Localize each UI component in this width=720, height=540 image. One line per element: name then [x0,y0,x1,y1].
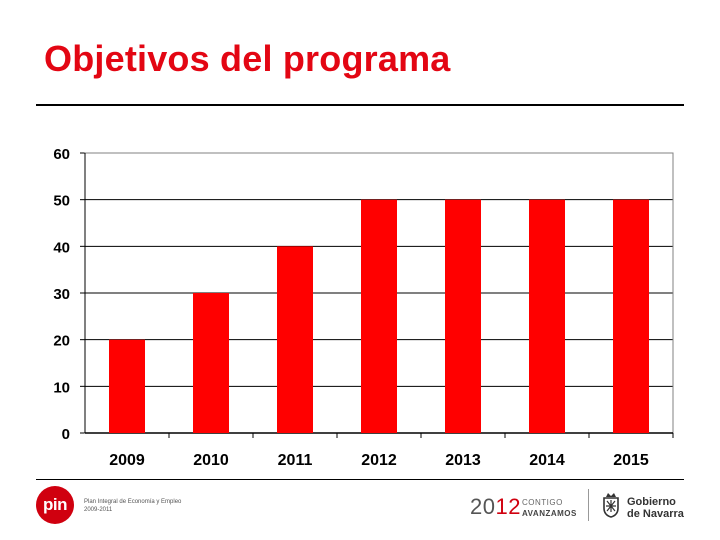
y-tick-label: 60 [53,146,70,163]
x-tick-label: 2015 [613,452,649,469]
government-name: Gobierno de Navarra [627,496,684,520]
title-divider [36,104,684,106]
page-title: Objetivos del programa [44,38,451,79]
x-tick-label: 2010 [193,452,229,469]
x-tick-label: 2009 [109,452,145,469]
slogan-line2: AVANZAMOS [522,509,577,518]
pin-tagline-line1: Plan Integral de Economía y Empleo [84,499,182,505]
logo-divider [588,489,589,521]
year-logo: 2012 [470,494,521,520]
year-prefix: 20 [470,494,496,519]
pin-tagline-line2: 2009-2011 [84,507,113,513]
y-tick-label: 50 [53,193,70,210]
y-tick-label: 0 [62,426,70,443]
bar [277,246,313,433]
government-branding: 2012 CONTIGO AVANZAMOS Gobierno de Navar… [470,486,690,530]
x-tick-label: 2013 [445,452,481,469]
gov-line2: de Navarra [627,508,684,520]
bar [361,199,397,433]
y-tick-label: 10 [53,379,70,396]
y-tick-label: 40 [53,239,70,256]
pin-tagline: Plan Integral de Economía y Empleo 2009-… [84,498,234,514]
bar [445,199,481,433]
footer-divider [36,479,684,480]
x-tick-label: 2011 [278,452,313,469]
x-tick-label: 2014 [529,452,565,469]
bar [193,293,229,433]
x-tick-label: 2012 [361,452,397,469]
y-tick-label: 20 [53,333,70,350]
pin-logo: pin [36,486,74,524]
gov-line1: Gobierno [627,496,676,508]
slogan-line1: CONTIGO [522,498,563,507]
bar [613,199,649,433]
bar [529,199,565,433]
bar [109,339,145,433]
y-tick-label: 30 [53,286,70,303]
year-suffix: 12 [495,494,521,519]
navarra-crest-icon [603,493,619,518]
slogan: CONTIGO AVANZAMOS [522,497,577,519]
